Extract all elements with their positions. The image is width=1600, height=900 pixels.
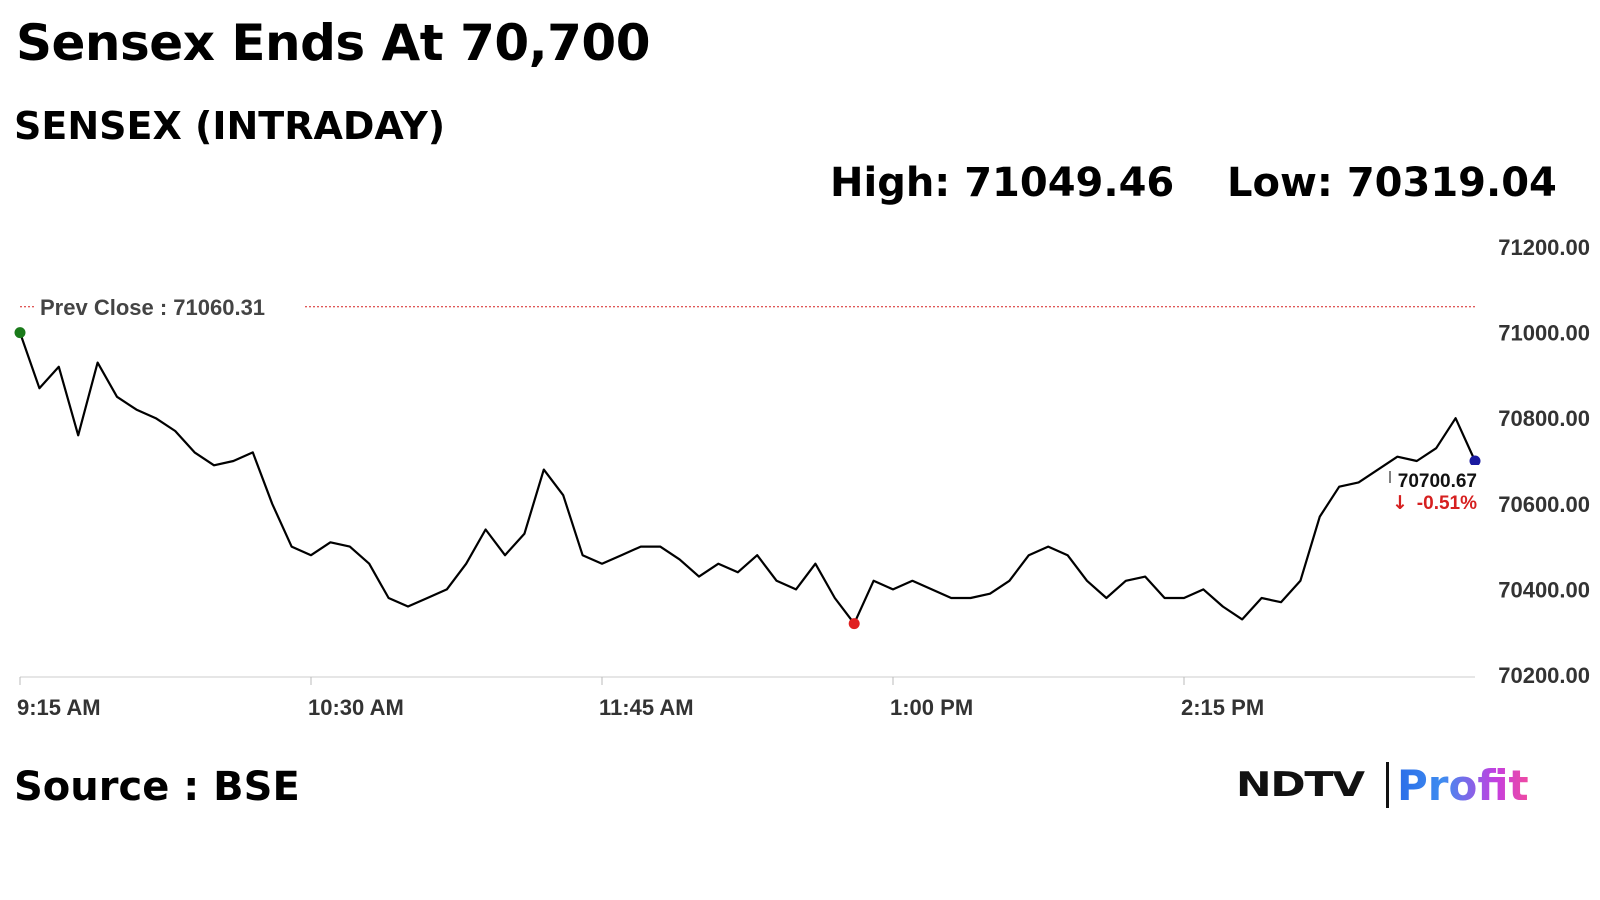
x-tick-label: 9:15 AM xyxy=(17,695,101,720)
brand-logo: NDTV Profit xyxy=(1236,755,1529,815)
y-tick-label: 70400.00 xyxy=(1498,577,1590,602)
brand-profit: Profit xyxy=(1397,760,1529,810)
brand-divider xyxy=(1386,762,1389,808)
y-axis-labels: 71200.00 71000.00 70800.00 70600.00 70400.00… xyxy=(1498,235,1590,688)
low-marker xyxy=(848,618,860,630)
intraday-chart: 71200.00 71000.00 70800.00 70600.00 70400.00… xyxy=(14,235,1590,720)
price-line xyxy=(18,332,1477,625)
low-stat: Low: 70319.04 xyxy=(1227,160,1557,206)
last-marker xyxy=(1469,455,1481,467)
headline: Sensex Ends At 70,700 xyxy=(16,14,651,72)
y-tick-label: 70600.00 xyxy=(1498,492,1590,517)
y-tick-label: 70800.00 xyxy=(1498,406,1590,431)
last-value-box xyxy=(1388,465,1484,513)
high-stat: High: 71049.46 xyxy=(830,160,1175,206)
x-tick-label: 1:00 PM xyxy=(890,695,973,720)
source-label: Source : BSE xyxy=(14,764,300,810)
y-tick-label: 71000.00 xyxy=(1498,321,1590,346)
x-tick-label: 11:45 AM xyxy=(599,695,694,720)
chart-subtitle: SENSEX (INTRADAY) xyxy=(14,104,446,148)
y-tick-label: 71200.00 xyxy=(1498,235,1590,260)
y-tick-label: 70200.00 xyxy=(1498,663,1590,688)
x-tick-label: 10:30 AM xyxy=(308,695,404,720)
prev-close-label: Prev Close : 71060.31 xyxy=(40,295,265,320)
last-value-label: 70700.67 xyxy=(1398,471,1477,492)
prev-close-group: Prev Close : 71060.31 xyxy=(20,295,1475,320)
brand-ndtv: NDTV xyxy=(1236,765,1365,805)
x-axis-labels: 9:15 AM 10:30 AM 11:45 AM 1:00 PM 2:15 PM xyxy=(17,677,1264,720)
markers xyxy=(14,327,1481,630)
price-line-group xyxy=(18,332,1477,625)
open-marker xyxy=(14,327,26,339)
change-label: -0.51% xyxy=(1417,493,1477,514)
last-value-group: 70700.67↓ -0.51% xyxy=(1388,465,1484,514)
x-tick-label: 2:15 PM xyxy=(1181,695,1264,720)
down-arrow-icon: ↓ xyxy=(1392,492,1408,514)
